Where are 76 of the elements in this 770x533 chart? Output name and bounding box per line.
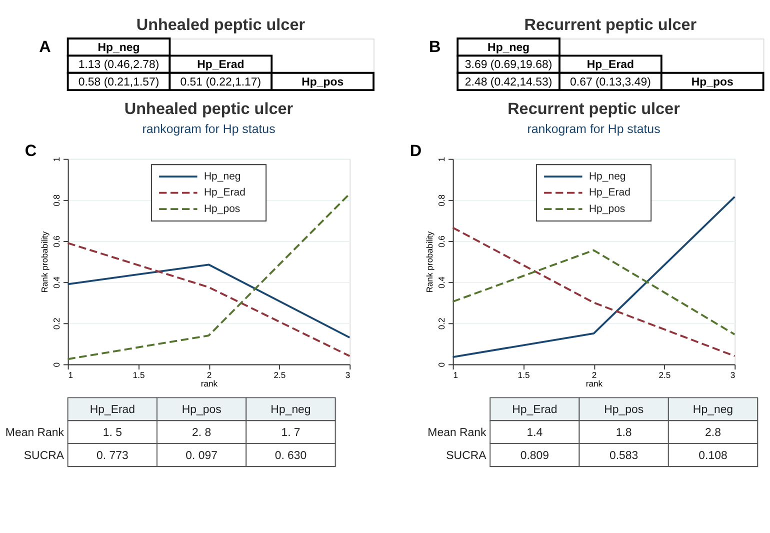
text: 0.58 (0.21,1.57)	[78, 76, 160, 88]
text: 2. 8	[192, 426, 212, 439]
category-label: Hp_neg	[270, 404, 311, 416]
x-tick-label: 2.5	[274, 370, 286, 380]
chart-title: Recurrent peptic ulcer	[508, 100, 681, 118]
y-tick-label: 1	[436, 156, 447, 162]
text: 0.583	[610, 450, 638, 462]
text: 2.8	[705, 426, 721, 439]
text: Unhealed peptic ulcer	[136, 16, 306, 34]
category-label: Mean Rank	[428, 426, 486, 439]
x-tick-label: 1	[68, 370, 74, 380]
y-axis-title: Rank probability	[424, 230, 434, 293]
legend-label: Hp_Erad	[204, 186, 246, 199]
chart-subtitle: rankogram for Hp status	[527, 122, 660, 136]
chart-title: Unhealed peptic ulcer	[124, 100, 294, 118]
y-tick-label: 0.4	[436, 276, 447, 289]
x-tick-label: 3	[345, 370, 350, 380]
text: Recurrent peptic ulcer	[524, 16, 698, 34]
category-label: Hp_Erad	[512, 404, 558, 416]
y-tick-label: 0.2	[52, 317, 62, 330]
y-tick-label: 0.4	[52, 276, 62, 289]
text: 0. 097	[186, 450, 218, 462]
text: 1.8	[616, 426, 632, 439]
category-label: Mean Rank	[5, 426, 64, 439]
legend-label: Hp_pos	[588, 202, 626, 215]
y-axis-title: Rank probability	[39, 230, 50, 293]
text: 1.13 (0.46,2.78)	[78, 59, 160, 72]
x-tick-label: 2	[592, 370, 597, 380]
y-tick-label: 0.8	[436, 194, 447, 206]
text: 1. 7	[281, 426, 300, 439]
legend-label: Hp_neg	[588, 170, 626, 182]
y-tick-label: 0.2	[436, 317, 447, 330]
text: Hp_Erad	[197, 59, 244, 72]
text: Hp_neg	[98, 42, 140, 54]
y-tick-label: 0.8	[52, 194, 62, 206]
y-tick-label: 0	[52, 362, 62, 368]
x-tick-label: 1.5	[518, 370, 530, 380]
text: Hp_pos	[302, 76, 344, 88]
text: D	[410, 142, 422, 160]
x-axis-title: rank	[200, 378, 218, 389]
text: 0.67 (0.13,3.49)	[570, 76, 651, 88]
y-tick-label: 0.6	[52, 235, 62, 248]
x-tick-label: 2	[206, 370, 212, 380]
y-tick-label: 0.6	[436, 235, 447, 248]
category-label: Hp_Erad	[90, 404, 136, 416]
category-label: SUCRA	[446, 450, 486, 462]
text: 3.69 (0.69,19.68)	[464, 59, 552, 72]
x-tick-label: 1	[453, 370, 458, 380]
x-tick-label: 2.5	[658, 370, 671, 380]
text: B	[428, 38, 441, 56]
category-label: Hp_neg	[692, 404, 734, 416]
category-label: SUCRA	[24, 450, 64, 462]
x-tick-label: 1.5	[132, 370, 145, 380]
text: 0.51 (0.22,1.17)	[180, 76, 262, 88]
y-tick-label: 1	[52, 156, 62, 162]
text: Hp_pos	[691, 76, 734, 88]
legend-label: Hp_pos	[204, 202, 240, 215]
x-axis-title: rank	[586, 378, 604, 389]
category-label: Hp_pos	[604, 404, 644, 416]
text: C	[24, 142, 37, 160]
category-label: Hp_pos	[182, 404, 222, 416]
text: 2.48 (0.42,14.53)	[464, 76, 552, 88]
chart-subtitle: rankogram for Hp status	[142, 122, 276, 136]
text: 1.4	[526, 426, 543, 439]
text: 1. 5	[102, 426, 122, 439]
text: Hp_neg	[488, 42, 530, 54]
legend-label: Hp_neg	[204, 170, 241, 182]
x-tick-label: 3	[730, 370, 736, 380]
text: Hp_Erad	[586, 59, 634, 72]
text: 0. 630	[274, 450, 307, 462]
text: 0. 773	[96, 450, 128, 462]
legend-label: Hp_Erad	[588, 186, 631, 199]
text: A	[39, 38, 52, 56]
text: 0.809	[520, 450, 550, 462]
y-tick-label: 0	[436, 362, 447, 368]
text: 0.108	[698, 450, 728, 462]
